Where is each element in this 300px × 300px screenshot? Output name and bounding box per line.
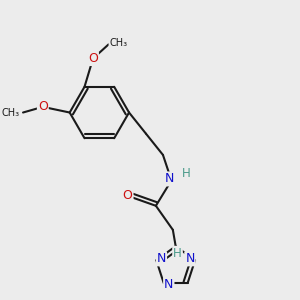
Text: CH₃: CH₃ bbox=[110, 38, 128, 48]
Text: N: N bbox=[164, 172, 174, 185]
Text: N: N bbox=[164, 278, 173, 291]
Text: N: N bbox=[157, 252, 166, 266]
Text: O: O bbox=[88, 52, 98, 65]
Text: O: O bbox=[38, 100, 48, 113]
Text: O: O bbox=[123, 189, 133, 203]
Text: N: N bbox=[185, 252, 195, 266]
Text: H: H bbox=[173, 247, 182, 260]
Text: H: H bbox=[182, 167, 190, 180]
Text: CH₃: CH₃ bbox=[1, 107, 20, 118]
